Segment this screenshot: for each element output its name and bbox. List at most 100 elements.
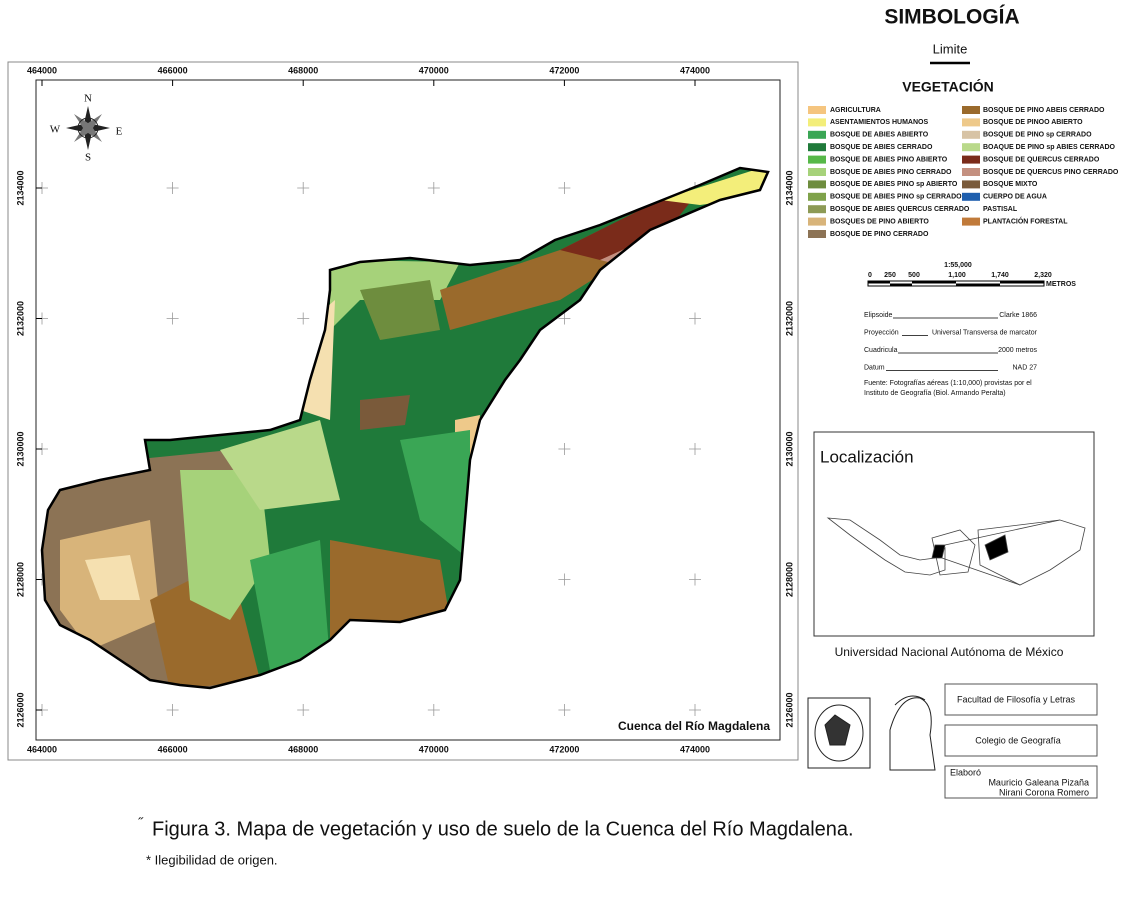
grid-cross	[558, 182, 571, 194]
info-value: NAD 27	[1012, 364, 1037, 371]
y-coordinate-label: 2126000	[784, 692, 794, 727]
limit-label: Limite	[933, 41, 968, 56]
y-coordinate-label: 2128000	[784, 562, 794, 597]
y-coordinate-label: 2130000	[15, 431, 25, 466]
legend-subtitle: VEGETACIÓN	[902, 78, 994, 95]
legend-label: BOSQUE DE QUERCUS CERRADO	[983, 156, 1100, 163]
scale-tick-label: 500	[908, 272, 920, 279]
legend-label: BOSQUE DE PINO sp CERRADO	[983, 132, 1092, 139]
grid-cross	[689, 704, 701, 716]
legend-swatch	[808, 168, 826, 176]
map-title: Cuenca del Río Magdalena	[618, 719, 770, 733]
made-by: Elaboró	[950, 767, 981, 777]
caption-note: * Ilegibilidad de origen.	[146, 852, 278, 867]
legend-swatch	[808, 130, 826, 139]
x-coordinate-label: 472000	[549, 744, 579, 754]
legend-label: BOSQUE DE QUERCUS PINO CERRADO	[983, 169, 1119, 176]
scale-tick-label: 1,100	[948, 272, 966, 279]
legend-label: PLANTACIÓN FORESTAL	[983, 216, 1068, 225]
legend: AGRICULTURA ASENTAMIENTOS HUMANOS BOSQUE D…	[808, 106, 1119, 238]
y-coordinate-label: 2132000	[15, 301, 25, 336]
info-label: Proyección	[864, 329, 899, 336]
grid-cross	[427, 182, 440, 194]
faculty-box	[944, 683, 1098, 716]
scale-ratio: 1:55,000	[944, 262, 972, 269]
map-info: Elipsoide Clarke 1866 Proyección Universal …	[864, 312, 1038, 372]
legend-swatch	[808, 106, 826, 114]
caption: Figura 3. Mapa de vegetación y uso de su…	[152, 818, 854, 840]
legend-swatch	[808, 143, 826, 152]
legend-label: BOSQUE DE PINO CERRADO	[830, 231, 929, 238]
scale-tick-label: 0	[868, 272, 872, 279]
x-coordinate-label: 474000	[680, 65, 710, 75]
legend-label: ASENTAMIENTOS HUMANOS	[830, 119, 928, 126]
grid-cross	[689, 443, 701, 455]
grid-cross	[558, 443, 571, 455]
grid-cross	[297, 312, 310, 325]
legend-label: BOSQUE DE ABIES PINO ABIERTO	[830, 156, 948, 163]
legend-label: CUERPO DE AGUA	[983, 194, 1047, 201]
college: Colegio de Geografía	[975, 735, 1061, 745]
legend-swatch	[962, 106, 980, 114]
grid-cross	[166, 704, 179, 716]
legend-swatch	[808, 205, 826, 214]
info-label: Elipsoide	[864, 312, 893, 319]
legend-swatch	[808, 192, 826, 201]
legend-label: BOSQUE DE ABIES QUERCUS CERRADO	[830, 206, 970, 213]
compass: N S E W	[50, 93, 123, 164]
x-coordinate-label: 464000	[27, 744, 57, 754]
y-coordinate-label: 2126000	[15, 692, 25, 727]
legend-label: AGRICULTURA	[830, 107, 881, 114]
legend-label: BOSQUE DE ABIES PINO sp ABIERTO	[830, 181, 958, 188]
grid-cross	[166, 182, 179, 194]
compass-e: E	[116, 126, 123, 138]
author: Mauricio Galeana Pizaña	[988, 777, 1089, 787]
legend-label: BOSQUE MIXTO	[983, 181, 1038, 188]
x-coordinate-label: 470000	[419, 65, 449, 75]
legend-label: PASTISAL	[983, 206, 1018, 213]
info-value: 2000 metros	[998, 347, 1037, 354]
y-coordinate-label: 2128000	[15, 562, 25, 597]
info-label: Cuadricula	[864, 347, 898, 354]
legend-swatch	[962, 118, 980, 127]
basin-limit	[40, 166, 770, 690]
grid: 464000 464000 466000 466000 468000 468000 4700…	[15, 65, 794, 754]
legend-label: BOSQUE DE PINO ABEIS CERRADO	[983, 107, 1105, 114]
y-coordinate-label: 2130000	[784, 431, 794, 466]
legend-swatch	[962, 192, 980, 201]
x-coordinate-label: 466000	[158, 65, 188, 75]
source-line: Instituto de Geografía (Biol. Armando Pe…	[864, 390, 1006, 397]
grid-cross	[297, 182, 310, 194]
grid-cross	[689, 312, 701, 325]
info-label: Datum	[864, 364, 885, 371]
legend-label: BOSQUE DE PINOO ABIERTO	[983, 119, 1083, 126]
grid-cross	[166, 312, 179, 325]
location-map	[826, 517, 1086, 586]
caption-mark: ˝	[138, 815, 144, 831]
location-box	[813, 431, 1095, 637]
x-coordinate-label: 468000	[288, 744, 318, 754]
scale-tick-label: 1,740	[991, 272, 1009, 279]
legend-label: BOSQUE DE ABIES PINO sp CERRADO	[830, 194, 962, 201]
legend-label: BOSQUES DE PINO ABIERTO	[830, 218, 929, 225]
legend-label: BOSQUE DE ABIES ABIERTO	[830, 132, 929, 139]
grid-cross	[558, 312, 571, 325]
legend-swatch	[962, 168, 980, 176]
grid-cross	[558, 573, 571, 586]
unam-logo	[807, 697, 871, 769]
grid-cross	[297, 704, 310, 716]
compass-n: N	[84, 93, 92, 105]
location-title: Localización	[820, 447, 914, 466]
university: Universidad Nacional Autónoma de México	[835, 645, 1064, 659]
scale-tick-label: 250	[884, 272, 896, 279]
legend-swatch	[962, 217, 980, 226]
x-coordinate-label: 466000	[158, 744, 188, 754]
x-coordinate-label: 472000	[549, 65, 579, 75]
faculty: Facultad de Filosofía y Letras	[957, 694, 1076, 704]
legend-swatch	[962, 130, 980, 139]
legend-label: BOSQUE DE ABIES CERRADO	[830, 144, 933, 151]
legend-swatch	[808, 155, 826, 164]
legend-label: BOSQUE DE ABIES PINO CERRADO	[830, 169, 952, 176]
college-box	[944, 724, 1098, 757]
